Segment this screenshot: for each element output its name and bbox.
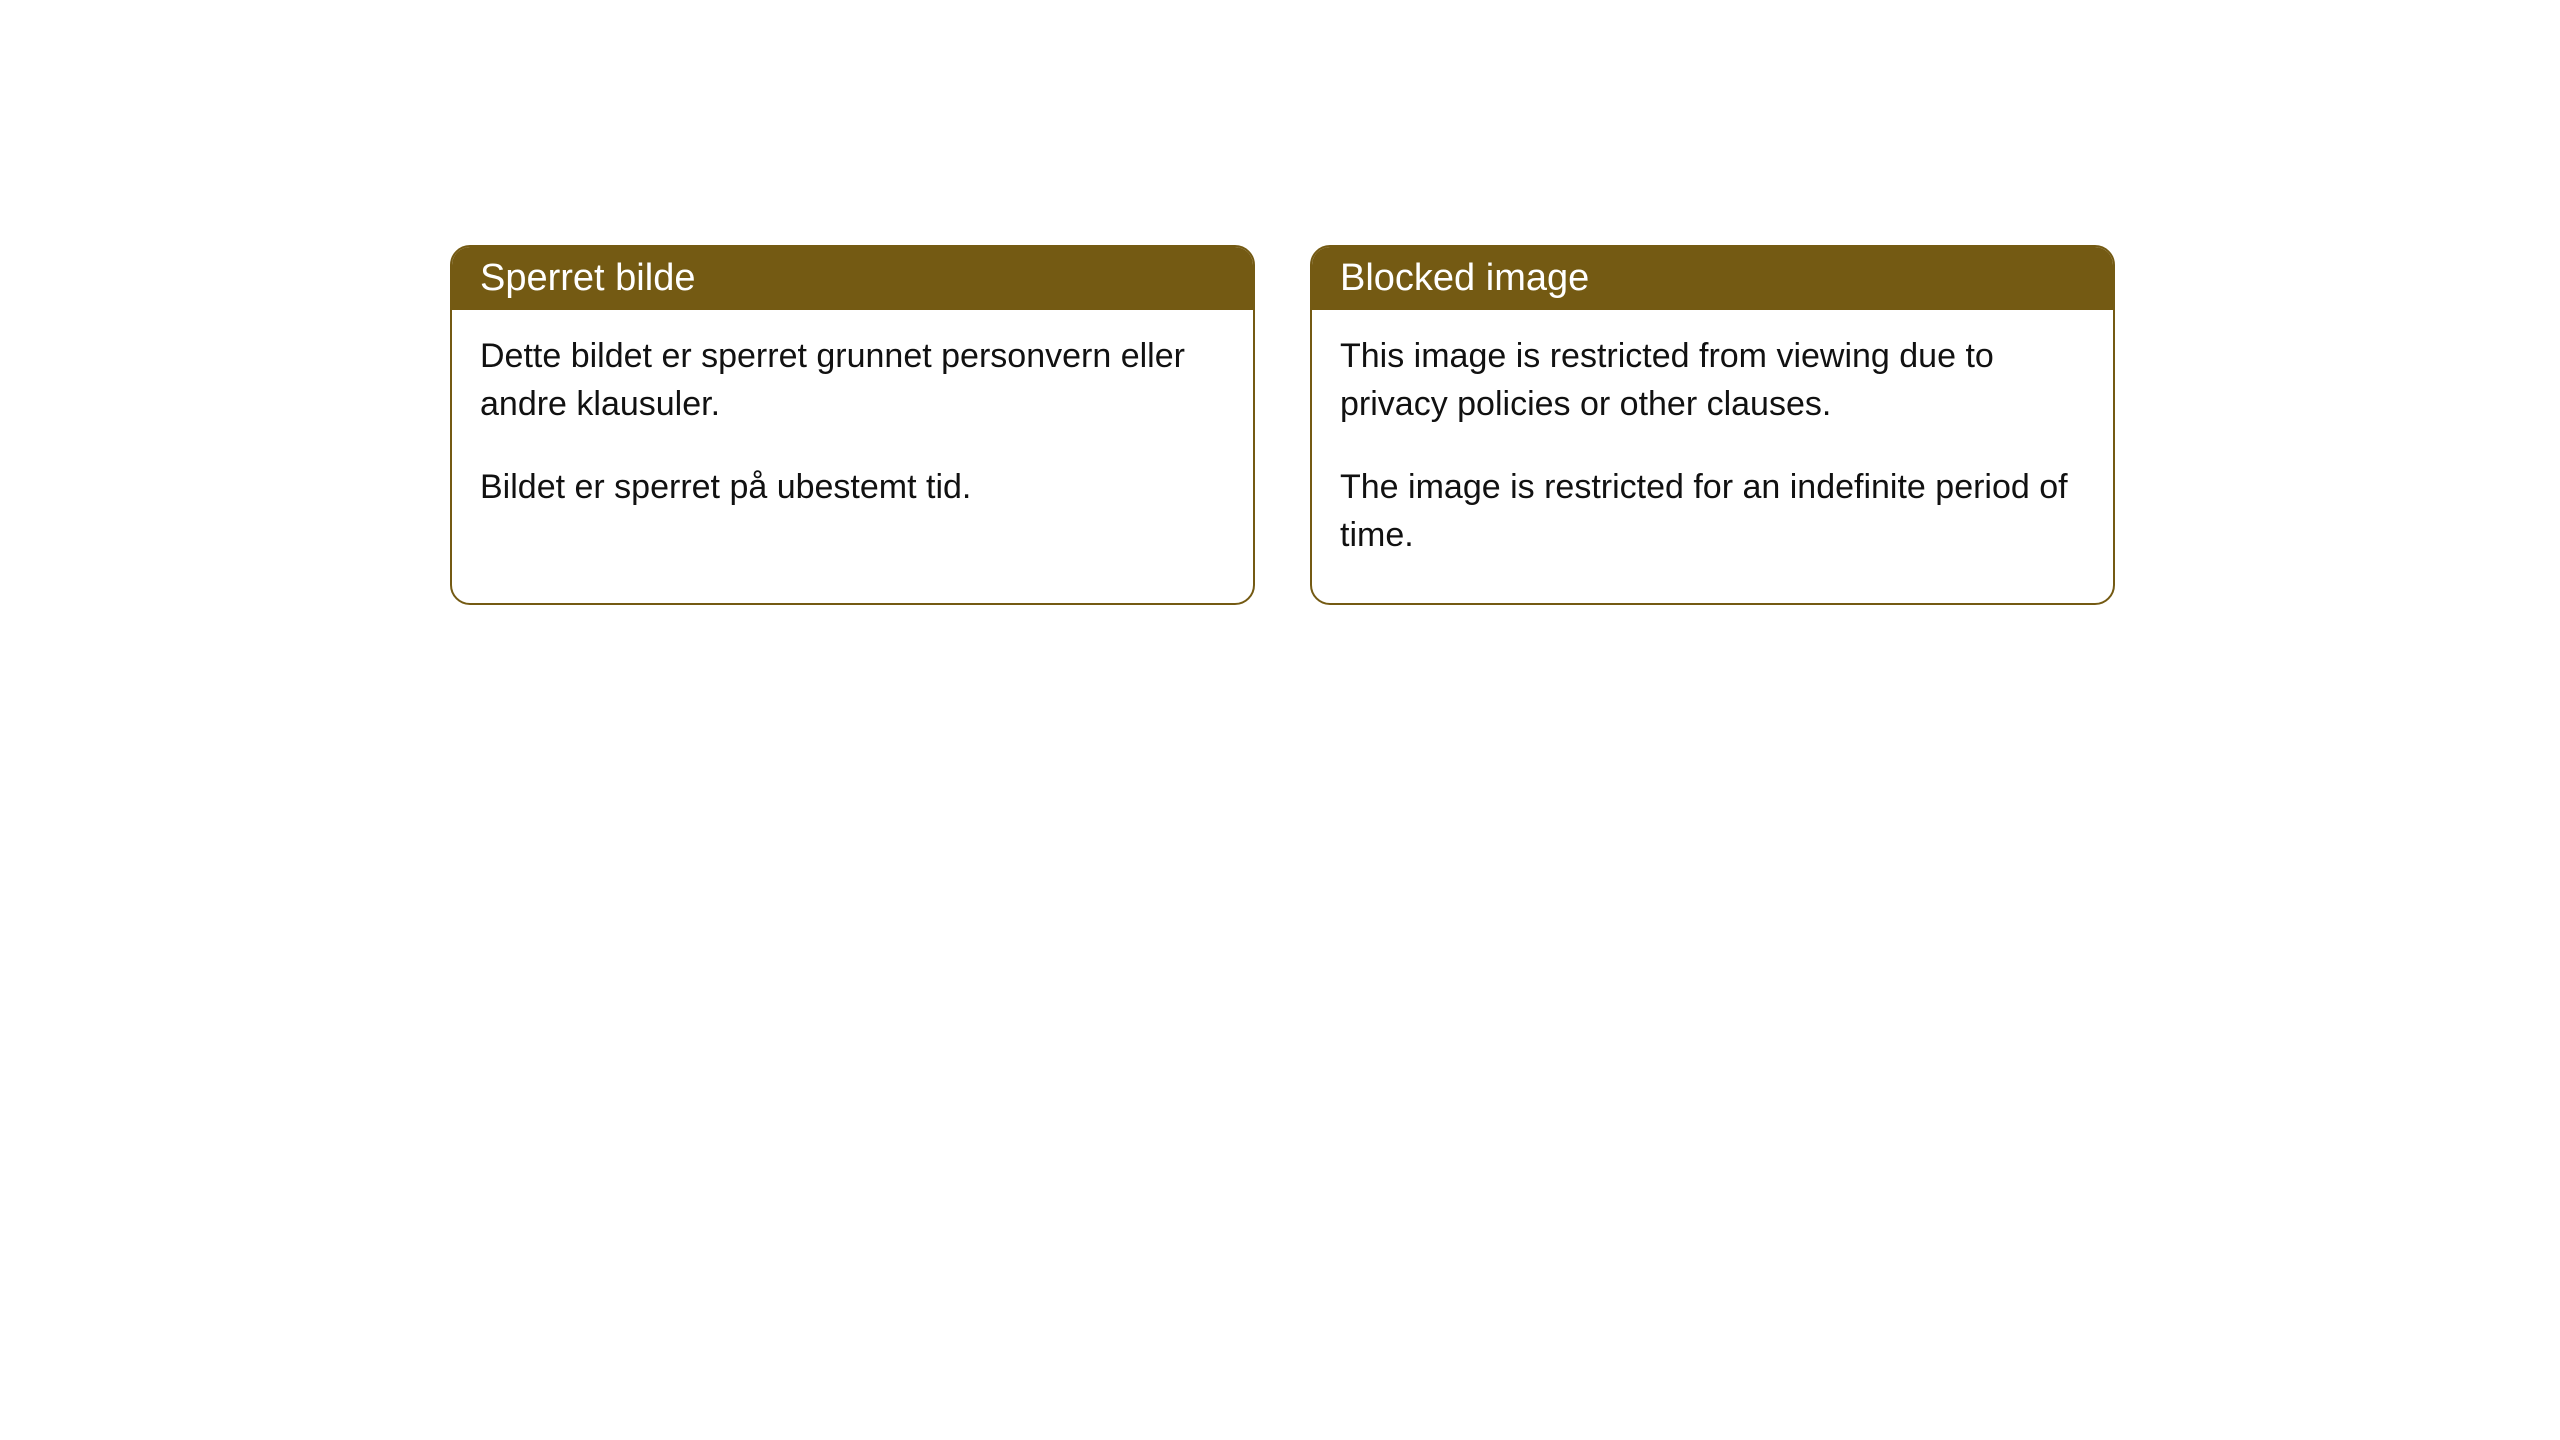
card-title: Blocked image xyxy=(1340,257,1589,299)
card-title: Sperret bilde xyxy=(480,257,695,299)
card-body-english: This image is restricted from viewing du… xyxy=(1312,310,2113,603)
card-paragraph-2: The image is restricted for an indefinit… xyxy=(1340,463,2085,560)
cards-container: Sperret bilde Dette bildet er sperret gr… xyxy=(450,245,2115,605)
card-english: Blocked image This image is restricted f… xyxy=(1310,245,2115,605)
card-header-norwegian: Sperret bilde xyxy=(452,247,1253,310)
card-header-english: Blocked image xyxy=(1312,247,2113,310)
card-paragraph-1: Dette bildet er sperret grunnet personve… xyxy=(480,332,1225,429)
card-body-norwegian: Dette bildet er sperret grunnet personve… xyxy=(452,310,1253,555)
card-paragraph-2: Bildet er sperret på ubestemt tid. xyxy=(480,463,1225,511)
card-norwegian: Sperret bilde Dette bildet er sperret gr… xyxy=(450,245,1255,605)
card-paragraph-1: This image is restricted from viewing du… xyxy=(1340,332,2085,429)
